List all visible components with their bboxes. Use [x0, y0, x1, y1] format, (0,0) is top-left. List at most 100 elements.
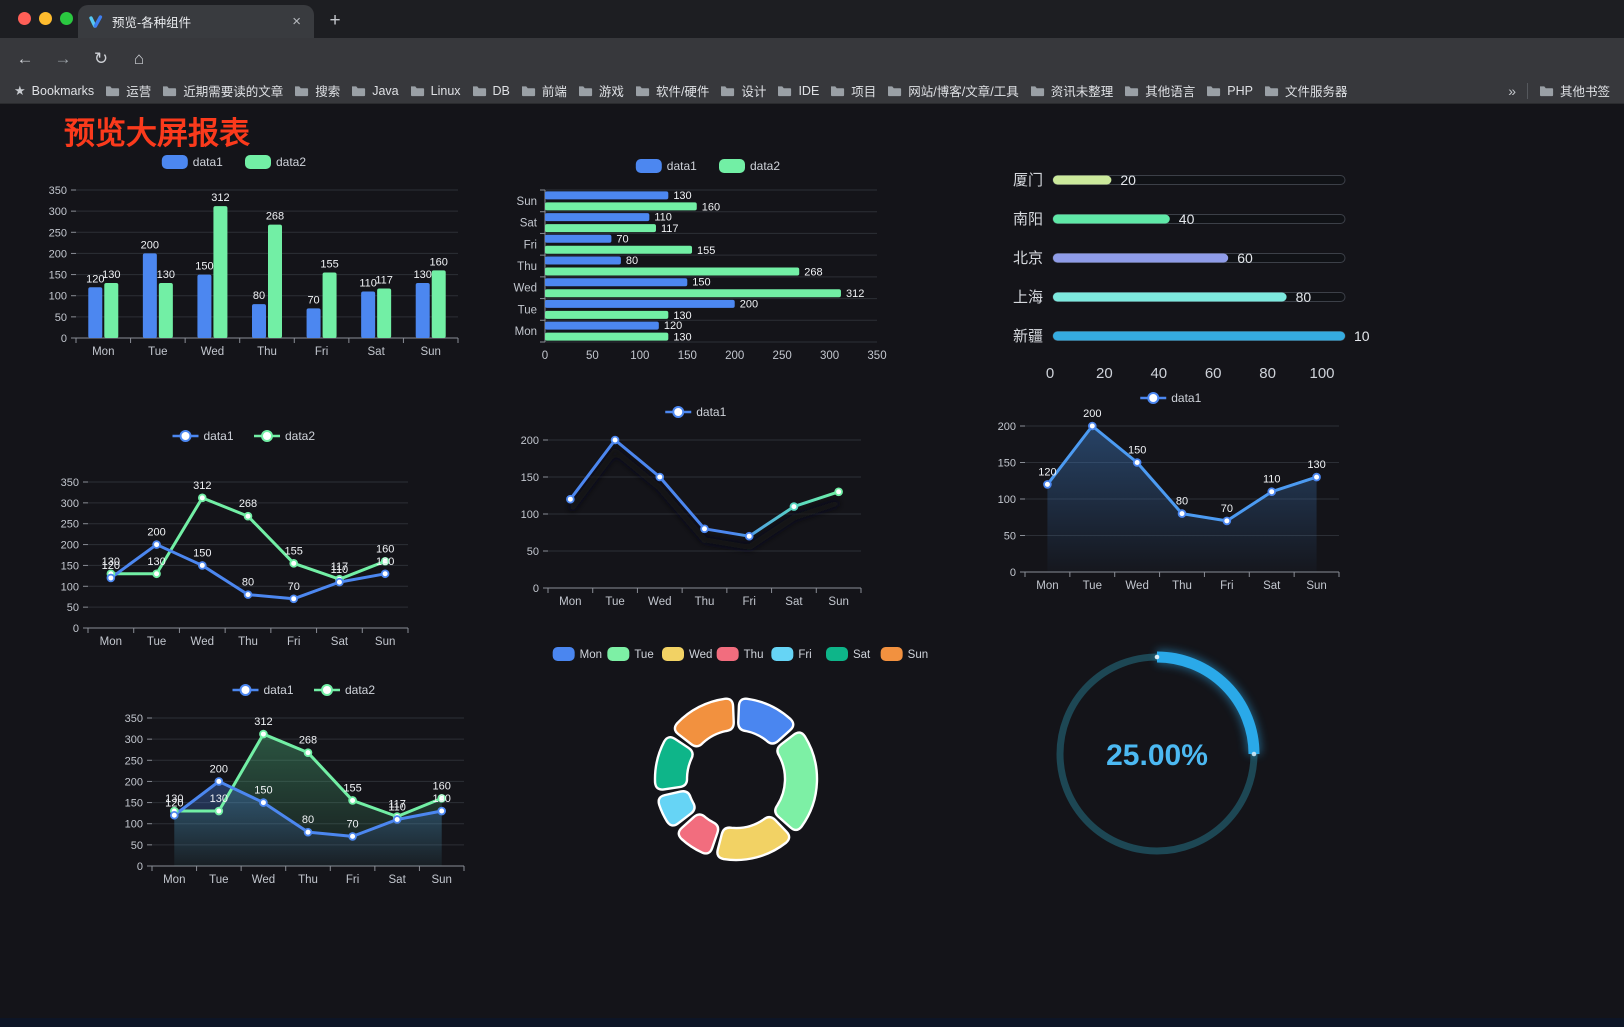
svg-text:Tue: Tue: [209, 874, 228, 886]
svg-text:Sun: Sun: [517, 196, 537, 208]
line-chart[interactable]: 0 50 100 150 200 250 300 350 Mon Tue Wed Thu Fri Sat S…: [46, 424, 414, 656]
traffic-light-close[interactable]: [18, 12, 31, 25]
home-button[interactable]: ⌂: [133, 49, 145, 68]
bookmark-folder[interactable]: 软件/硬件: [635, 81, 709, 100]
svg-text:80: 80: [242, 577, 254, 589]
svg-text:data1: data1: [264, 683, 294, 697]
svg-text:Fri: Fri: [346, 874, 359, 886]
gradient-line-chart[interactable]: 0 50 100 150 200 Mon Tue Wed Thu Fri Sat Sun data1: [503, 400, 873, 618]
svg-text:150: 150: [692, 277, 710, 289]
folder-icon: [1539, 86, 1554, 97]
svg-text:130: 130: [414, 269, 432, 281]
svg-text:Wed: Wed: [514, 283, 537, 295]
svg-text:150: 150: [61, 560, 79, 572]
folder-icon: [778, 86, 792, 97]
bookmarks-bar: ★ Bookmarks 运营 近期需要读的文章 搜索 Java Linux DB 前端 游戏 软…: [0, 78, 1624, 104]
bookmark-folder-label: 搜索: [315, 85, 341, 99]
svg-text:20: 20: [1120, 172, 1136, 188]
bookmarks-manager[interactable]: ★ Bookmarks: [14, 83, 94, 99]
bookmark-folder[interactable]: IDE: [777, 81, 819, 100]
bookmark-folder-label: 游戏: [598, 85, 624, 99]
svg-text:50: 50: [586, 350, 599, 362]
bookmark-folder[interactable]: 搜索: [294, 81, 340, 100]
traffic-light-minimize[interactable]: [39, 12, 52, 25]
svg-text:Wed: Wed: [191, 636, 214, 648]
svg-text:0: 0: [61, 333, 67, 345]
svg-text:268: 268: [266, 211, 284, 223]
svg-text:120: 120: [165, 797, 183, 809]
svg-text:80: 80: [1176, 496, 1188, 508]
svg-text:80: 80: [1296, 289, 1312, 305]
folder-icon: [521, 86, 535, 97]
svg-text:150: 150: [193, 547, 211, 559]
forward-button[interactable]: →: [54, 49, 72, 68]
bookmark-folder[interactable]: 运营: [105, 81, 151, 100]
bookmark-folder[interactable]: Java: [351, 81, 399, 100]
folder-icon: [1207, 86, 1221, 97]
svg-text:Sat: Sat: [331, 636, 349, 648]
folder-icon: [163, 86, 177, 97]
back-button[interactable]: ←: [16, 49, 34, 68]
svg-text:data1: data1: [193, 155, 223, 169]
svg-text:70: 70: [288, 581, 300, 593]
svg-text:Fri: Fri: [798, 649, 811, 661]
bookmark-folder[interactable]: 资讯未整理: [1030, 81, 1113, 100]
svg-text:Wed: Wed: [252, 874, 275, 886]
folder-icon: [1264, 86, 1279, 97]
area-line-chart[interactable]: 0 50 100 150 200 Mon Tue Wed Thu Fri Sat Sun 120 200 1…: [983, 388, 1351, 606]
bookmark-folder[interactable]: 网站/博客/文章/工具: [887, 81, 1019, 100]
svg-text:250: 250: [773, 350, 792, 362]
bookmark-folder[interactable]: PHP: [1206, 81, 1253, 100]
svg-text:Mon: Mon: [163, 874, 185, 886]
bookmark-folder[interactable]: 设计: [720, 81, 766, 100]
svg-text:100: 100: [521, 509, 539, 521]
bar-chart[interactable]: 0 50 100 150 200 250 300 350 Mon Tue Wed Thu Fri Sat S…: [46, 148, 466, 370]
svg-text:100: 100: [49, 291, 67, 303]
browser-tab[interactable]: 预览-各种组件 ×: [78, 5, 314, 38]
bookmark-folder[interactable]: 其他语言: [1124, 81, 1195, 100]
bookmark-folder[interactable]: Linux: [410, 81, 461, 100]
svg-text:Sun: Sun: [908, 649, 928, 661]
svg-text:50: 50: [67, 602, 79, 614]
bookmark-folder[interactable]: 近期需要读的文章: [162, 81, 283, 100]
dual-area-line-chart[interactable]: 0 50 100 150 200 250 300 350 Mon Tue Wed Thu Fri Sat S…: [108, 678, 470, 896]
bookmarks-overflow-chevron[interactable]: »: [1508, 82, 1516, 99]
bookmark-folder-label: 前端: [541, 85, 567, 99]
svg-text:155: 155: [697, 245, 715, 257]
svg-text:Sun: Sun: [828, 596, 848, 608]
bookmark-folder[interactable]: 游戏: [578, 81, 624, 100]
svg-text:200: 200: [125, 776, 143, 788]
svg-text:60: 60: [1237, 250, 1253, 266]
svg-text:Tue: Tue: [1083, 580, 1102, 592]
gauge-chart[interactable]: 25.00%: [1040, 640, 1280, 880]
svg-text:50: 50: [1004, 531, 1016, 543]
traffic-light-zoom[interactable]: [60, 12, 73, 25]
bookmark-folder[interactable]: 文件服务器: [1264, 81, 1347, 100]
svg-text:0: 0: [542, 350, 548, 362]
bookmark-folder[interactable]: 项目: [830, 81, 876, 100]
svg-text:120: 120: [1038, 466, 1056, 478]
svg-text:Thu: Thu: [298, 874, 318, 886]
svg-text:130: 130: [673, 190, 691, 202]
bookmark-folder[interactable]: 前端: [521, 81, 567, 100]
svg-text:200: 200: [147, 527, 165, 539]
svg-text:0: 0: [137, 861, 143, 873]
svg-text:70: 70: [1221, 503, 1233, 515]
bookmarks-separator: [1526, 82, 1528, 99]
svg-text:Wed: Wed: [1125, 580, 1148, 592]
other-bookmarks-folder[interactable]: 其他书签: [1539, 81, 1610, 100]
svg-text:40: 40: [1150, 365, 1167, 382]
donut-chart[interactable]: Mon Tue Wed Thu Fri Sat Sun: [545, 640, 935, 890]
new-tab-button[interactable]: +: [329, 10, 341, 31]
bookmark-folder[interactable]: DB: [472, 81, 510, 100]
reload-button[interactable]: ↻: [93, 49, 109, 68]
bookmark-folder-label: IDE: [798, 83, 820, 98]
svg-text:130: 130: [376, 556, 394, 568]
svg-text:300: 300: [125, 734, 143, 746]
progress-bar-chart[interactable]: 厦门 20 南阳 40 北京 60 上海 80 新疆 100 0 20 40 60 80 100: [995, 150, 1370, 390]
tab-close-icon[interactable]: ×: [292, 13, 301, 30]
svg-text:130: 130: [147, 556, 165, 568]
svg-text:120: 120: [664, 320, 682, 332]
svg-text:Sun: Sun: [375, 636, 395, 648]
